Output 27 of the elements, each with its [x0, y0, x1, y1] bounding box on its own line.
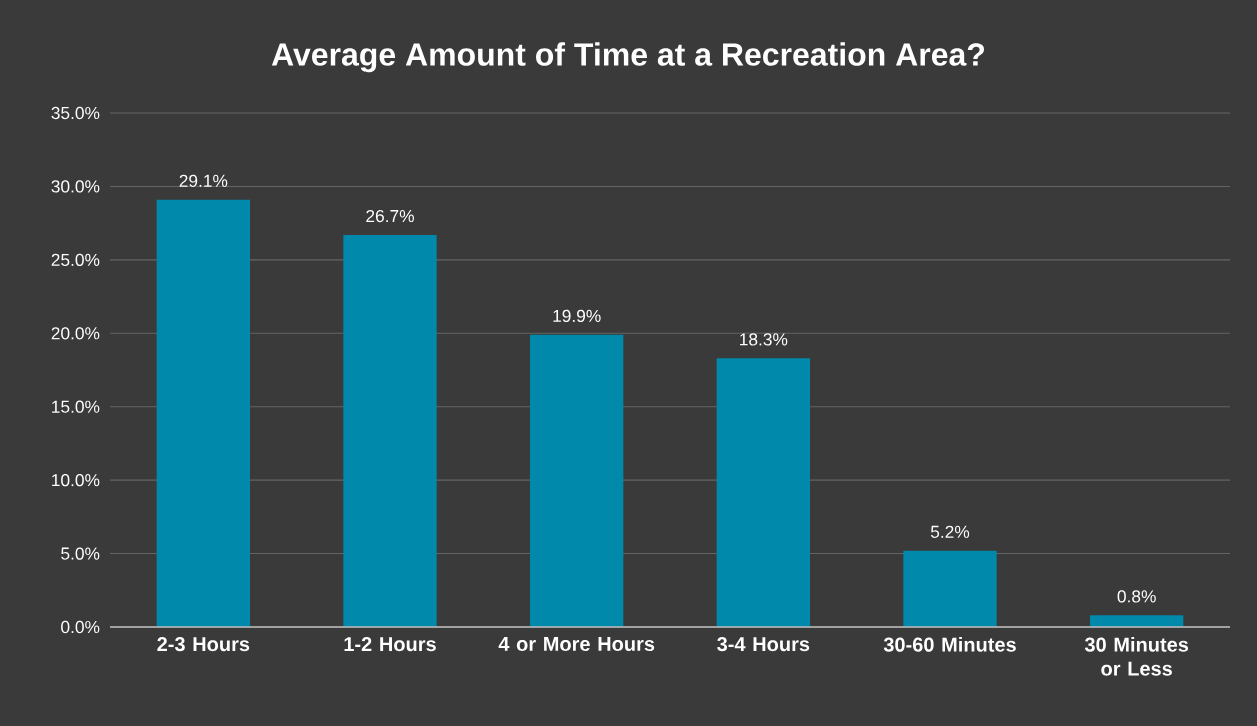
bar: [343, 234, 437, 627]
y-tick-label: 35.0%: [51, 106, 100, 120]
y-tick-label: 0.0%: [61, 620, 100, 634]
y-tick-label: 15.0%: [52, 400, 100, 413]
y-tick-label: 25.0%: [51, 253, 100, 266]
y-tick-label: 5.0%: [61, 547, 100, 560]
data-label: 29.1%: [179, 174, 228, 187]
y-tick-label: 30.0%: [51, 180, 100, 193]
x-tick-label: 4 or More Hours: [498, 637, 655, 651]
bar: [156, 199, 250, 627]
x-tick-label: 30-60 Minutes: [883, 637, 1016, 652]
x-tick-label: 1-2 Hours: [344, 637, 436, 652]
data-label: 5.2%: [930, 525, 970, 538]
bar: [1090, 615, 1184, 627]
data-label: 19.9%: [553, 309, 601, 323]
chart-title: Average Amount of Time at a Recreation Area?: [271, 42, 984, 73]
x-tick-label: 3-4 Hours: [717, 637, 810, 652]
bar: [716, 358, 810, 627]
y-tick-label: 10.0%: [52, 474, 100, 487]
data-label: 26.7%: [366, 209, 414, 223]
x-tick-label: 2-3 Hours: [157, 637, 250, 652]
x-tick-label: 30 Minutes or Less: [1084, 637, 1189, 676]
bar: [530, 334, 624, 627]
bar: [903, 550, 997, 627]
data-label: 18.3%: [740, 333, 788, 346]
y-tick-label: 20.0%: [51, 327, 100, 340]
data-label: 0.8%: [1117, 590, 1156, 603]
